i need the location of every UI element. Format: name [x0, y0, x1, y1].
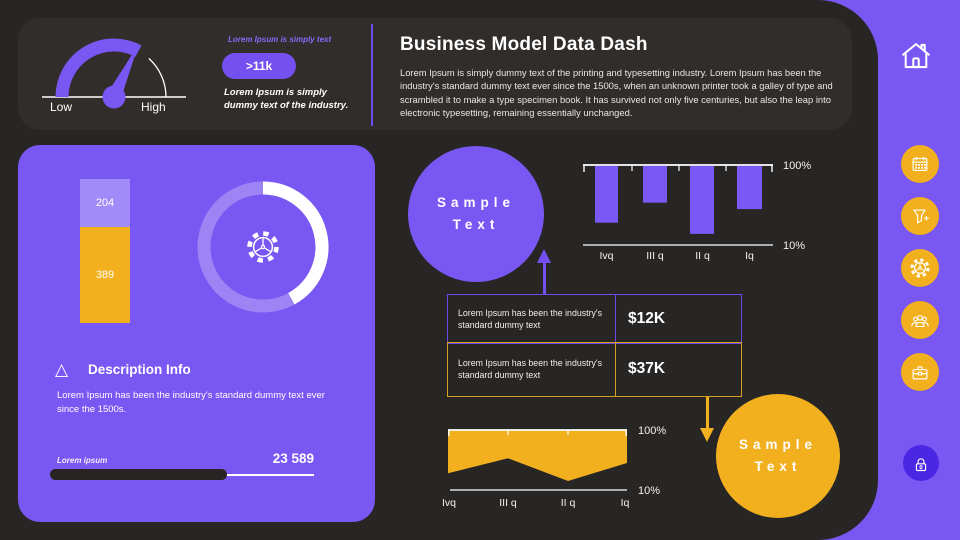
quarterly-bar-chart: Ivq III q II q Iq 100% 10% — [583, 160, 811, 262]
svg-text:Ivq: Ivq — [442, 497, 456, 509]
gauge-caption: Lorem Ipsum is simply dummy text of the … — [224, 87, 349, 111]
sidebar-item-filter[interactable] — [901, 197, 939, 235]
svg-text:100%: 100% — [783, 160, 811, 172]
donut-arc — [262, 181, 329, 305]
quarterly-area-chart: Ivq III q II q Iq 100% 10% — [442, 425, 666, 509]
bar-Iq — [737, 165, 762, 210]
gauge-low-label: Low — [50, 100, 73, 114]
stacked-bar-bottom-segment: 389 — [80, 227, 130, 323]
stacked-bar-top-segment: 204 — [80, 179, 130, 227]
table-cell-label: Lorem Ipsum has been the industry's stan… — [448, 295, 616, 343]
svg-text:Iq: Iq — [621, 497, 630, 509]
svg-text:III q: III q — [646, 250, 664, 262]
bar-III q — [643, 165, 667, 203]
progress-fill[interactable] — [50, 469, 227, 480]
gauge-panel — [18, 18, 852, 130]
table-cell-value: $37K — [628, 360, 666, 377]
up-arrow — [543, 262, 546, 295]
page-title: Business Model Data Dash — [400, 34, 648, 55]
triangle-icon: △ — [55, 360, 69, 379]
svg-text:II q: II q — [695, 250, 710, 262]
gauge-high-label: High — [141, 100, 166, 114]
gauge-arc-remainder — [148, 57, 167, 98]
speed-gauge — [42, 38, 186, 109]
table-row: Lorem Ipsum has been the industry's stan… — [447, 294, 742, 344]
area-shape — [448, 430, 627, 481]
svg-text:III q: III q — [499, 497, 517, 509]
down-arrow — [706, 397, 709, 430]
bubble-label: Sample Text — [738, 437, 818, 474]
bubble-label: Sample Text — [436, 195, 516, 232]
description-heading: Description Info — [88, 362, 191, 377]
sidebar-item-settings[interactable] — [901, 249, 939, 287]
donut-chart — [197, 181, 329, 313]
intro-paragraph: Lorem Ipsum is simply dummy text of the … — [400, 67, 833, 118]
svg-text:Ivq: Ivq — [599, 250, 613, 262]
toolbox-icon — [912, 366, 928, 380]
gauge-needle-hub — [102, 85, 126, 109]
sidebar-item-team[interactable] — [901, 301, 939, 339]
progress-value: 23 589 — [272, 451, 314, 466]
stacked-bar-bottom-value: 389 — [95, 269, 115, 281]
sidebar-item-lock[interactable] — [903, 445, 939, 481]
up-arrow-head — [537, 249, 551, 263]
sidebar-item-calendar[interactable] — [901, 145, 939, 183]
svg-text:Iq: Iq — [745, 250, 754, 262]
home-icon[interactable] — [897, 37, 935, 75]
sidebar-item-toolbox[interactable] — [901, 353, 939, 391]
gauge-caption-small: Lorem Ipsum is simply text — [228, 35, 332, 44]
table-row: Lorem Ipsum has been the industry's stan… — [447, 341, 742, 397]
gear-icon — [247, 231, 279, 263]
gauge-value-badge[interactable]: >11k — [222, 53, 296, 79]
table-cell-label: Lorem Ipsum has been the industry's stan… — [448, 342, 616, 396]
down-arrow-head — [700, 428, 714, 442]
people-icon — [911, 314, 929, 327]
description-body: Lorem Ipsum has been the industry's stan… — [57, 390, 325, 415]
svg-text:10%: 10% — [783, 240, 805, 252]
svg-text:II q: II q — [561, 497, 576, 509]
sample-bubble-purple: Sample Text — [408, 146, 544, 282]
stacked-bar-top-value: 204 — [95, 197, 115, 209]
gear-icon — [910, 258, 930, 278]
filter-plus-icon — [913, 209, 929, 224]
bar-Ivq — [595, 165, 618, 223]
bar-II q — [690, 165, 714, 234]
calendar-icon — [912, 156, 928, 172]
lock-icon — [915, 458, 927, 472]
progress-label: Lorem ipsum — [57, 456, 108, 465]
sample-bubble-yellow: Sample Text — [716, 394, 840, 518]
svg-text:10%: 10% — [638, 485, 660, 497]
panel-divider — [371, 24, 373, 126]
svg-text:100%: 100% — [638, 425, 666, 437]
table-cell-value: $12K — [628, 310, 666, 327]
gauge-arc — [55, 38, 142, 98]
